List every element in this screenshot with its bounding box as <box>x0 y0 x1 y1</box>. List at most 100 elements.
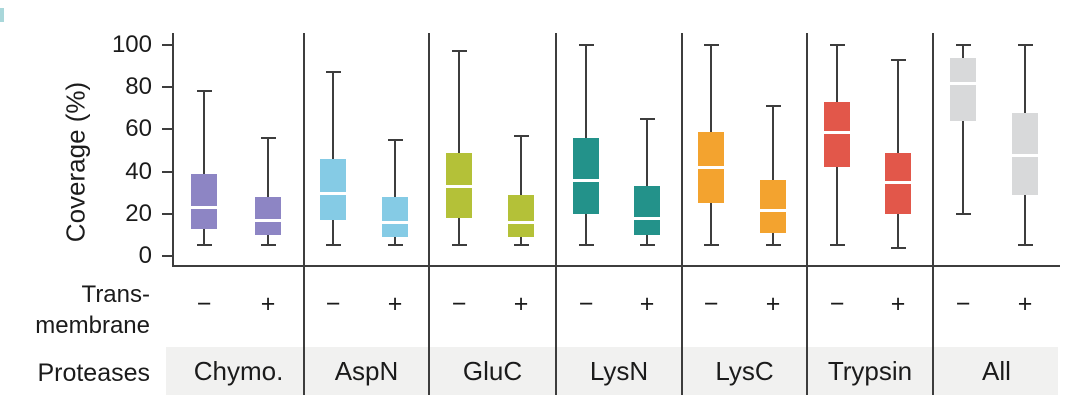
protease-label: LysC <box>715 356 774 386</box>
whisker-cap-bottom <box>639 244 655 246</box>
transmembrane-sign: − <box>196 290 212 318</box>
whisker-cap-top <box>765 105 781 107</box>
transmembrane-row-label: Trans- membrane <box>0 279 150 341</box>
median-line <box>320 192 346 195</box>
boxplot-box <box>573 138 599 214</box>
median-line <box>508 221 534 224</box>
proteases-row-label: Proteases <box>37 359 150 387</box>
y-tick-mark <box>162 86 173 88</box>
protease-row-band <box>166 347 1058 395</box>
y-tick-label: 80 <box>125 73 152 100</box>
transmembrane-sign: − <box>325 290 341 318</box>
whisker-line <box>520 136 522 245</box>
transmembrane-sign: − <box>703 290 719 318</box>
y-tick-label: 20 <box>125 200 152 227</box>
whisker-cap-bottom <box>260 244 276 246</box>
whisker-cap-top <box>196 90 212 92</box>
whisker-cap-top <box>387 139 403 141</box>
median-line <box>950 82 976 85</box>
boxplot-box <box>760 180 786 233</box>
whisker-cap-top <box>578 44 594 46</box>
whisker-cap-top <box>955 44 971 46</box>
whisker-cap-top <box>260 137 276 139</box>
y-axis-label: Coverage (%) <box>60 81 91 243</box>
protease-label: Chymo. <box>193 356 284 386</box>
transmembrane-sign: − <box>829 290 845 318</box>
transmembrane-row-label-line1: Trans- <box>81 281 150 308</box>
transmembrane-sign: + <box>1017 290 1033 318</box>
whisker-cap-bottom <box>451 244 467 246</box>
transmembrane-sign: + <box>639 290 655 318</box>
median-line <box>573 179 599 182</box>
transmembrane-sign: − <box>578 290 594 318</box>
whisker-cap-bottom <box>1017 244 1033 246</box>
whisker-cap-top <box>1017 44 1033 46</box>
whisker-line <box>962 45 964 214</box>
median-line <box>698 166 724 169</box>
y-tick-label: 40 <box>125 158 152 185</box>
boxplot-box <box>255 197 281 235</box>
y-tick-mark <box>162 171 173 173</box>
whisker-cap-top <box>451 50 467 52</box>
whisker-cap-top <box>703 44 719 46</box>
group-divider-line <box>932 33 934 395</box>
whisker-cap-top <box>890 59 906 61</box>
y-tick-mark <box>162 128 173 130</box>
group-divider-line <box>555 33 557 395</box>
whisker-cap-bottom <box>325 244 341 246</box>
whisker-cap-bottom <box>703 244 719 246</box>
median-line <box>885 181 911 184</box>
protease-label: Trypsin <box>827 356 913 386</box>
boxplot-box <box>950 58 976 121</box>
whisker-line <box>458 51 460 245</box>
y-tick-mark <box>162 213 173 215</box>
transmembrane-sign: − <box>955 290 971 318</box>
whisker-cap-bottom <box>387 244 403 246</box>
transmembrane-sign: − <box>451 290 467 318</box>
whisker-cap-bottom <box>765 244 781 246</box>
transmembrane-row-label-line2: membrane <box>35 312 150 339</box>
whisker-line <box>203 91 205 245</box>
whisker-cap-top <box>325 71 341 73</box>
whisker-cap-bottom <box>196 244 212 246</box>
whisker-cap-bottom <box>829 244 845 246</box>
protease-label: GluC <box>462 356 523 386</box>
boxplot-box <box>382 197 408 237</box>
whisker-line <box>646 119 648 245</box>
group-divider-line <box>428 33 430 395</box>
x-axis-line <box>172 265 1060 267</box>
whisker-line <box>267 138 269 245</box>
boxplot-box <box>191 174 217 229</box>
median-line <box>1012 154 1038 157</box>
median-line <box>191 206 217 209</box>
median-line <box>255 219 281 222</box>
whisker-cap-top <box>829 44 845 46</box>
median-line <box>824 131 850 134</box>
whisker-line <box>772 106 774 245</box>
y-tick-label: 100 <box>111 31 152 58</box>
boxplot-box <box>634 186 660 235</box>
y-tick-label: 60 <box>125 115 152 142</box>
median-line <box>446 185 472 188</box>
transmembrane-sign: + <box>890 290 906 318</box>
group-divider-line <box>806 33 808 395</box>
boxplot-box <box>320 159 346 220</box>
protease-label: LysN <box>589 356 649 386</box>
median-line <box>382 221 408 224</box>
group-divider-line <box>303 33 305 395</box>
cropped-panel-fragment <box>0 8 4 22</box>
transmembrane-sign: + <box>387 290 403 318</box>
y-tick-mark <box>162 255 173 257</box>
transmembrane-sign: + <box>260 290 276 318</box>
whisker-line <box>394 140 396 245</box>
whisker-cap-top <box>513 135 529 137</box>
transmembrane-sign: + <box>513 290 529 318</box>
whisker-cap-bottom <box>513 244 529 246</box>
median-line <box>634 217 660 220</box>
median-line <box>760 209 786 212</box>
whisker-cap-top <box>639 118 655 120</box>
boxplot-box <box>824 102 850 167</box>
y-tick-label: 0 <box>138 242 152 269</box>
protease-label: AspN <box>334 356 399 386</box>
y-tick-mark <box>162 44 173 46</box>
